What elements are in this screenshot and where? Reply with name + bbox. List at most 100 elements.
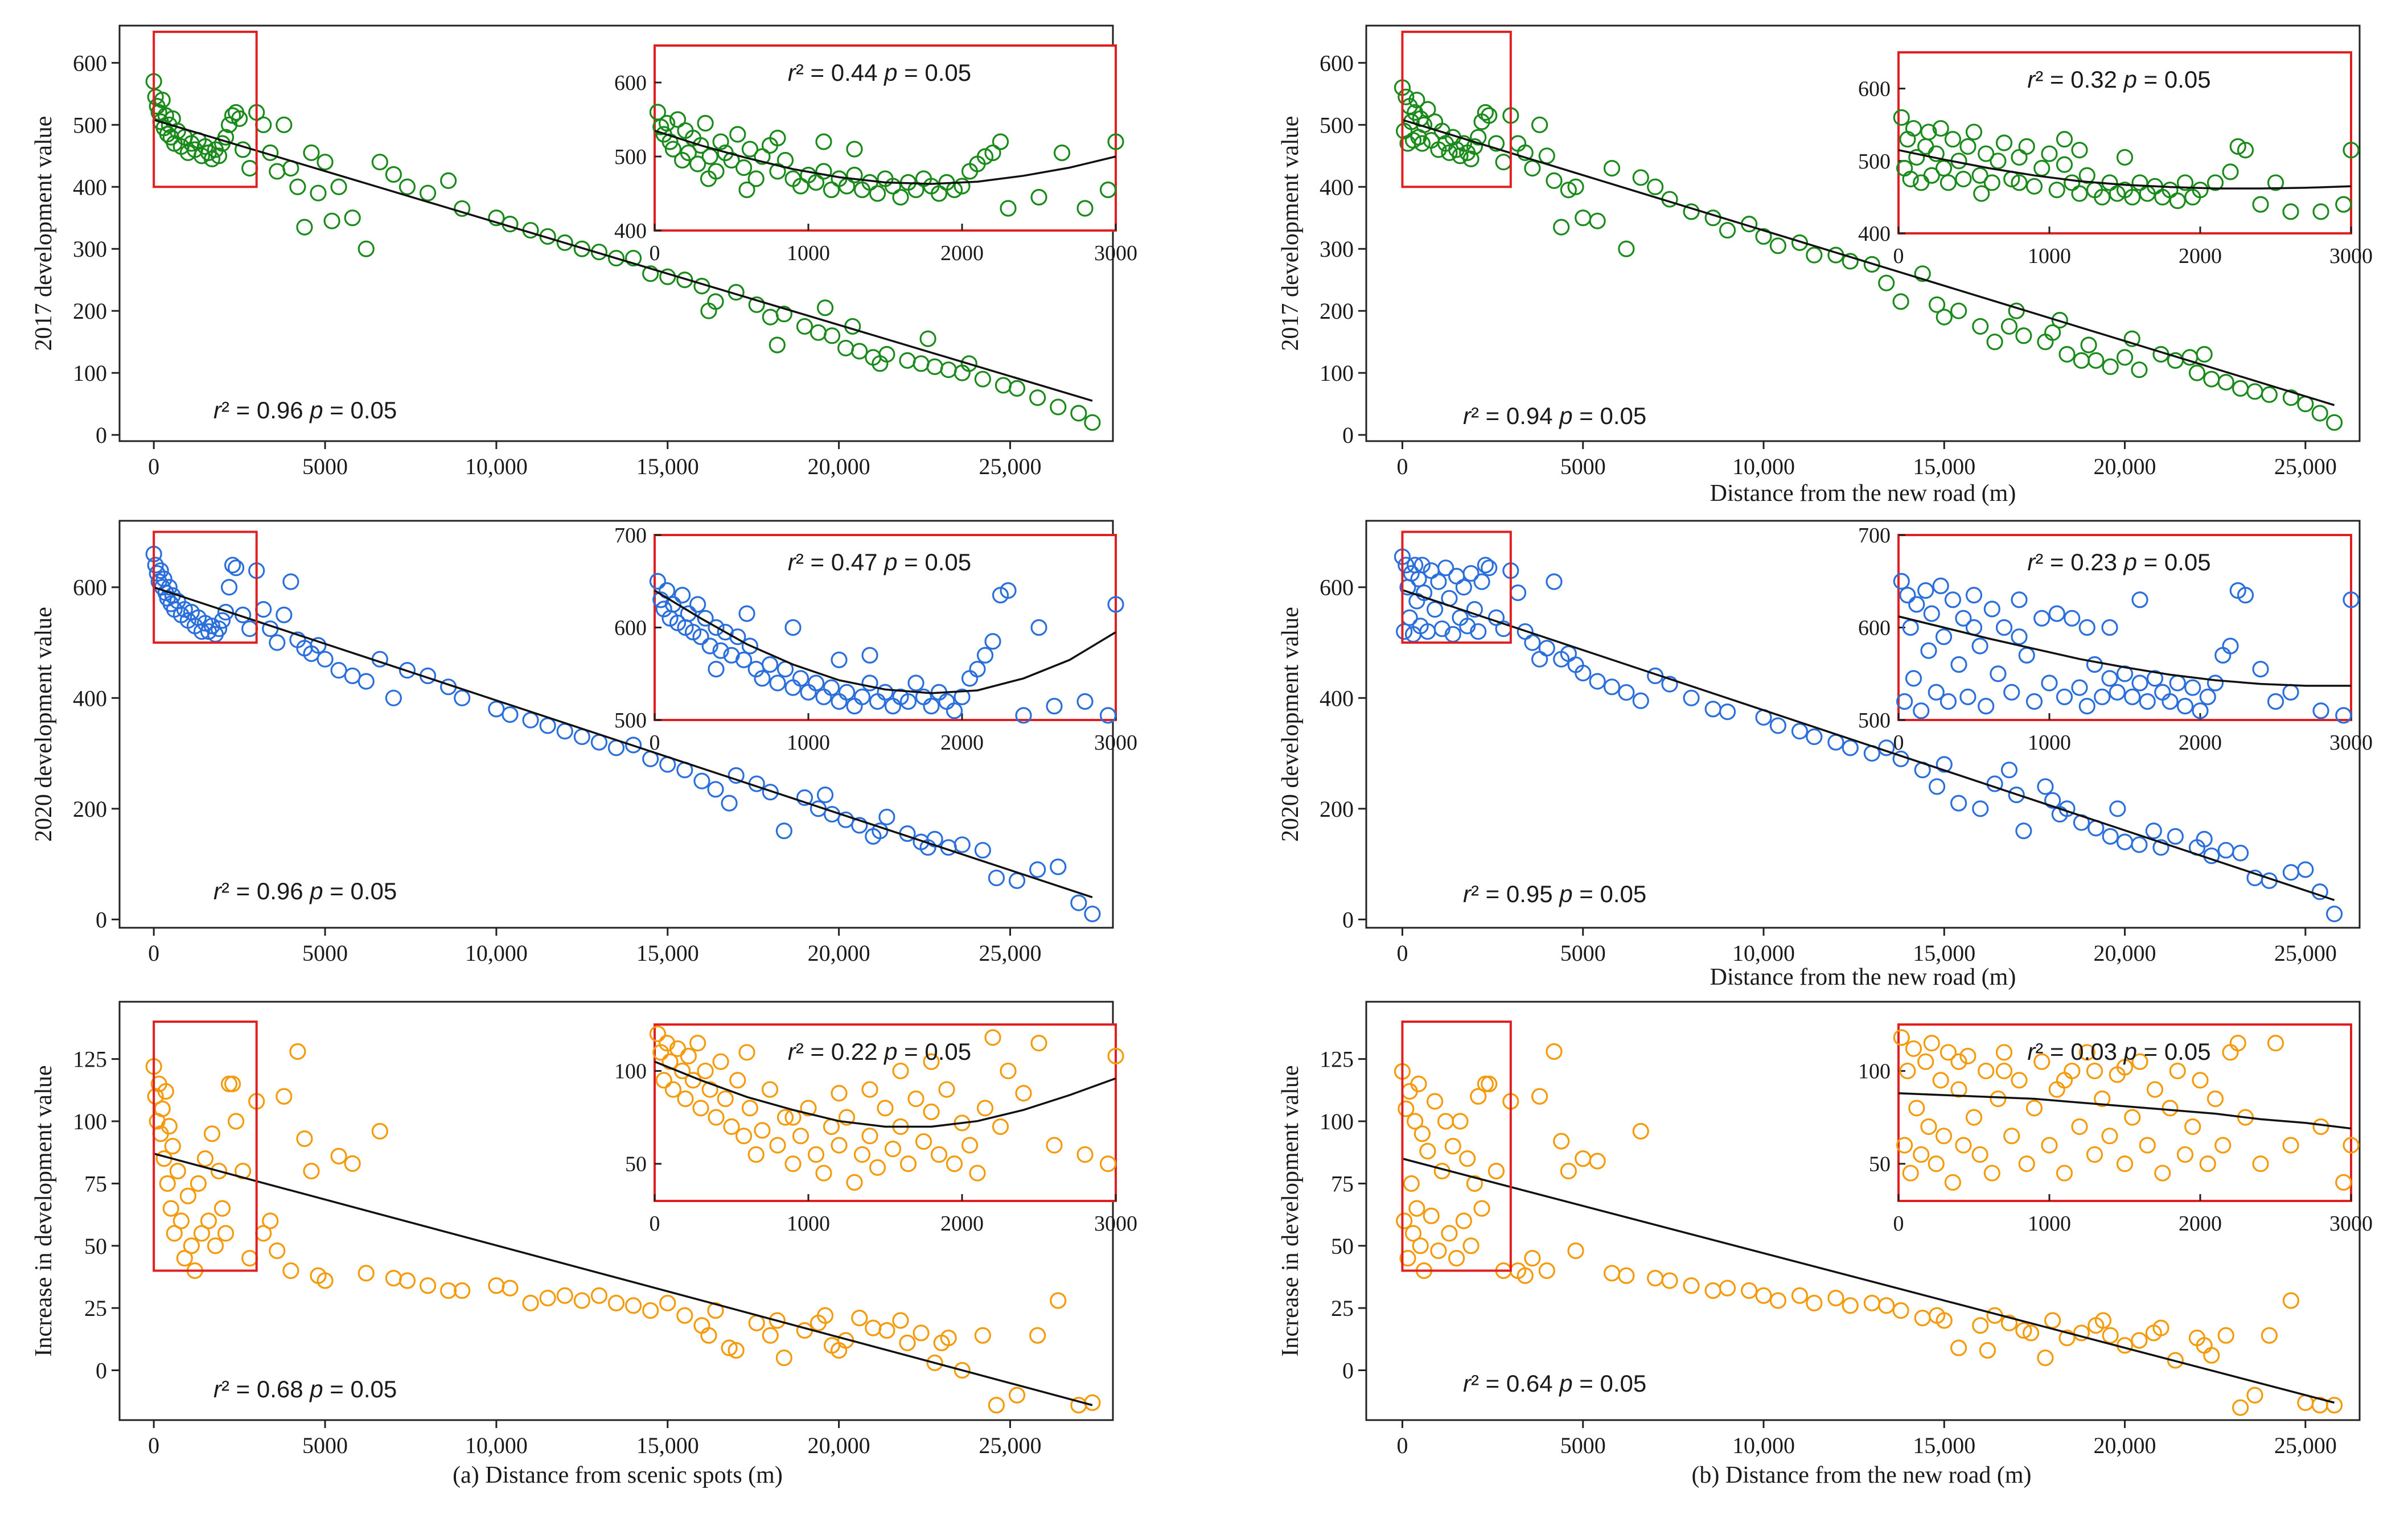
inset-data-point: [930, 1146, 948, 1163]
inset-data-point: [838, 1109, 856, 1126]
inset-data-point: [846, 141, 863, 158]
x-tick-label: 0: [148, 454, 159, 479]
data-point: [1914, 1310, 1931, 1327]
inset-data-point: [741, 141, 759, 158]
inset-data-point: [2071, 1118, 2088, 1136]
data-point: [1517, 144, 1534, 161]
y-tick-label: 0: [1342, 1358, 1354, 1384]
inset-data-point: [884, 1141, 902, 1158]
data-point: [289, 1043, 306, 1060]
data-point: [1401, 609, 1418, 626]
data-point: [2246, 1387, 2263, 1404]
data-point: [147, 1088, 164, 1105]
inset-data-point: [689, 596, 706, 613]
inset-data-point: [2056, 688, 2073, 705]
data-point: [1415, 584, 1433, 602]
inset-data-point: [680, 605, 697, 622]
data-point: [2051, 805, 2068, 823]
data-point: [276, 606, 293, 623]
data-point: [1950, 302, 1967, 319]
inset-data-point: [1000, 1062, 1017, 1080]
data-point: [488, 209, 505, 227]
x-tick-label: 5000: [1560, 454, 1606, 479]
y-tick-label: 100: [73, 1109, 107, 1134]
inset-y-tick-label: 500: [1858, 709, 1891, 733]
y-tick-label: 600: [73, 575, 107, 600]
y-tick-label: 25: [1331, 1295, 1354, 1321]
data-point: [1509, 584, 1527, 602]
data-point: [296, 219, 313, 236]
y-tick-label: 0: [96, 1358, 107, 1384]
data-point: [2116, 1337, 2134, 1354]
data-point: [872, 355, 889, 372]
inset-data-point: [784, 619, 802, 636]
inset-data-point: [1099, 181, 1117, 199]
inset-x-tick-label: 0: [650, 1212, 660, 1236]
data-point: [217, 1225, 235, 1242]
data-point: [255, 601, 272, 618]
x-tick-label: 20,000: [2094, 454, 2156, 479]
caption-left: (a) Distance from scenic spots (m): [453, 1462, 783, 1488]
data-point: [1487, 1162, 1505, 1180]
inset-data-point: [2229, 1035, 2246, 1052]
inset-data-point: [735, 1128, 753, 1145]
data-point: [1412, 1237, 1429, 1254]
data-point: [227, 559, 245, 577]
inset-y-tick-label: 100: [614, 1060, 647, 1084]
data-point: [1477, 104, 1494, 121]
y-axis-label: 2017 development value: [31, 116, 57, 351]
data-point: [488, 701, 505, 718]
data-point: [522, 711, 539, 729]
inset-data-point: [1923, 167, 1940, 184]
inset-data-point: [838, 684, 856, 701]
inset-data-point: [1000, 582, 1017, 599]
inset-data-point: [831, 1085, 848, 1102]
inset-x-tick-label: 1000: [787, 1212, 830, 1236]
data-point: [344, 209, 361, 227]
data-point: [166, 1225, 183, 1242]
inset-data-point: [861, 674, 878, 692]
inset-data-point: [2094, 188, 2111, 205]
data-point: [1455, 1212, 1472, 1229]
data-point: [502, 706, 519, 723]
x-tick-label: 5000: [1560, 1433, 1606, 1458]
data-point: [1426, 1093, 1444, 1110]
data-point: [1806, 246, 1823, 264]
inset-data-point: [2011, 174, 2028, 191]
data-point: [721, 795, 738, 812]
inset-data-point: [1928, 145, 1945, 162]
inset-data-point: [1971, 167, 1988, 184]
inset-data-point: [1944, 131, 1961, 148]
highlight-box: [153, 30, 258, 188]
data-point: [1509, 135, 1527, 152]
inset-y-tick-label: 500: [614, 145, 647, 169]
x-tick-label: 20,000: [808, 454, 870, 479]
inset-data-point: [1950, 1053, 1967, 1070]
inset-fit-curve: [654, 129, 1116, 185]
plot-frame: [1365, 520, 2361, 929]
data-point: [224, 557, 241, 574]
data-point: [974, 1327, 991, 1344]
inset-data-point: [1000, 200, 1017, 217]
inset-data-point: [2056, 156, 2073, 173]
data-point: [282, 573, 299, 590]
data-point: [1070, 405, 1087, 422]
inset-plot: 0 1000 2000 3000 400 500 600 r² = 0.32 p = 0.05: [1858, 51, 2373, 268]
data-point: [954, 836, 971, 853]
data-point: [1936, 308, 1953, 326]
inset-data-point: [792, 178, 809, 195]
inset-data-point: [2176, 1146, 2194, 1163]
inset-data-point: [861, 1081, 878, 1098]
fit-line: [153, 1153, 1093, 1406]
inset-data-point: [2018, 1155, 2035, 1172]
inset-data-point: [2116, 1059, 2134, 1076]
data-point: [2325, 414, 2343, 431]
data-point: [1466, 138, 1483, 155]
x-tick-label: 25,000: [979, 940, 1041, 966]
data-point: [1462, 150, 1480, 167]
inset-x-tick-label: 3000: [1094, 241, 1137, 265]
inset-x-tick-label: 2000: [2179, 244, 2222, 268]
fit-line: [1402, 1157, 2335, 1404]
data-point: [1404, 1225, 1422, 1242]
data-point: [1437, 1113, 1454, 1130]
